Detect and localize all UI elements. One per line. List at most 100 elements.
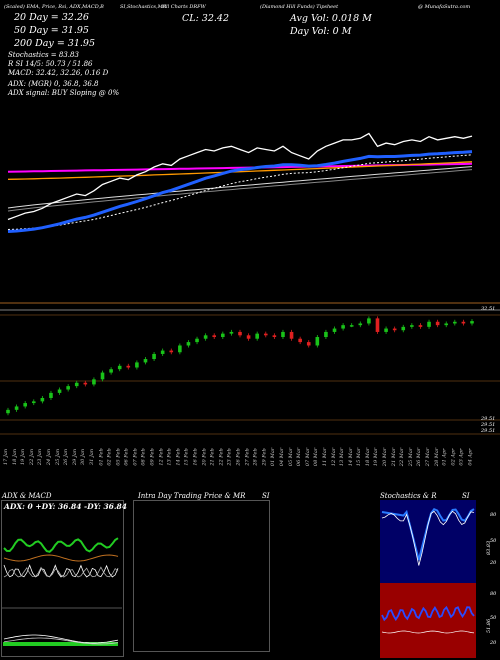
candle-body: [100, 372, 105, 380]
candle-body: [358, 323, 363, 326]
candle-body: [306, 342, 311, 346]
candle-body: [160, 350, 165, 354]
adx-macd-title: ADX & MACD: [2, 492, 52, 500]
candle-body: [375, 318, 380, 332]
candle-body: [332, 328, 337, 332]
topline-mid: SI,Stochastics,MR: [120, 4, 167, 10]
candle-body: [6, 409, 10, 414]
adx-label: ADX: (MGR) 0, 36.8, 36.8: [8, 80, 99, 88]
adx-line: [3, 564, 119, 578]
candle-body: [169, 350, 174, 353]
candle-body: [341, 325, 345, 329]
candle-body: [203, 335, 208, 339]
stoch-value: 83.83: [486, 540, 493, 556]
candle-body: [178, 345, 182, 353]
candle-body: [40, 397, 45, 402]
candle-body: [367, 318, 371, 324]
rsi-line: [381, 605, 475, 622]
candle-body: [315, 337, 320, 346]
candle-body: [418, 325, 423, 327]
candle-body: [126, 365, 131, 368]
intraday-title: Intra Day Trading Price & MR: [138, 492, 246, 500]
price-candles-chart: [0, 314, 500, 435]
candle-body: [444, 323, 449, 326]
stoch-20: 20: [490, 560, 497, 566]
ema-chart: [0, 132, 500, 311]
candle-body: [212, 335, 217, 338]
candle-body: [83, 382, 88, 385]
stochastic-d-line: [381, 510, 475, 566]
adx-plus-di-line: [3, 537, 119, 553]
stoch-label: Stochastics = 83.83: [8, 51, 79, 59]
candle-body: [229, 331, 234, 334]
candle-body: [31, 401, 36, 404]
close-label: CL: 32.42: [182, 13, 229, 24]
candle-body: [117, 365, 122, 370]
candle-body: [49, 392, 53, 398]
price-line: [7, 132, 473, 221]
candle-body: [263, 333, 268, 336]
rsi-label: R SI 14/5: 50.73 / 51.86: [8, 60, 93, 68]
adx-macd-panel: [1, 500, 124, 657]
topline-right: (Diamond Hill Funds) Tipsheet: [260, 4, 339, 10]
candle-body: [23, 403, 27, 407]
rsi-value: 51.86: [486, 618, 493, 634]
candle-body: [255, 333, 259, 339]
intraday-panel: [133, 500, 270, 652]
ema20-line: [7, 150, 473, 233]
macd-line: [3, 634, 119, 644]
topline-left: (Scaled) EMA, Price, Rsi, ADX,MACD,B: [4, 4, 104, 10]
candle-body: [186, 342, 191, 346]
candle-body: [57, 389, 62, 393]
adx-values: ADX: 0 +DY: 36.84 -DY: 36.84: [4, 502, 127, 511]
price-label-low-2: 29.51: [481, 422, 496, 428]
candle-body: [298, 338, 302, 343]
price-label-top: 32.51: [481, 306, 496, 312]
candle-body: [453, 321, 457, 324]
candle-body: [272, 335, 277, 338]
adx-signal-label: ADX signal: BUY Sloping @ 0%: [8, 89, 120, 97]
candle-body: [384, 328, 388, 332]
candle-body: [66, 386, 70, 390]
candle-body: [470, 321, 474, 324]
candle-body: [289, 331, 294, 339]
rsi-20: 20: [490, 640, 497, 646]
candle-body: [135, 362, 139, 368]
candle-body: [74, 382, 79, 387]
candle-body: [143, 359, 148, 363]
rsi-80: 80: [490, 591, 497, 597]
topline-site: @ MunafaSutra.com: [418, 4, 471, 10]
candle-body: [349, 325, 354, 327]
candle-body: [401, 326, 406, 331]
adx-line-2: [3, 566, 119, 578]
ema200-label: 200 Day = 31.95: [14, 38, 95, 49]
candle-body: [195, 338, 199, 343]
candle-body: [14, 406, 19, 410]
rsi-signal-line: [381, 630, 475, 634]
ema50-line: [7, 166, 473, 209]
avg-vol: Avg Vol: 0.018 M: [290, 13, 372, 24]
price-label-low-1: 29.51: [481, 416, 496, 422]
stoch-80: 80: [490, 512, 497, 518]
macd-signal-line: [3, 637, 119, 645]
candle-body: [152, 353, 156, 360]
rsi-50: 50: [490, 615, 497, 621]
ema-dotted-line: [7, 154, 473, 230]
ema-orange-line: [7, 161, 473, 180]
candle-body: [461, 321, 466, 324]
candle-body: [246, 335, 251, 339]
candle-body: [435, 321, 440, 326]
candle-body: [410, 325, 414, 327]
candle-body: [427, 321, 431, 327]
candle-body: [109, 369, 113, 373]
candle-body: [281, 331, 285, 338]
ema100-line: [7, 169, 473, 212]
stoch-si: SI: [462, 492, 470, 500]
stoch-title: Stochastics & R: [380, 492, 437, 500]
macd-histogram: [3, 642, 118, 646]
day-vol: Day Vol: 0 M: [290, 26, 352, 37]
topline-mid2: rill Charts DRFW: [162, 4, 206, 10]
intraday-si: SI: [262, 492, 270, 500]
